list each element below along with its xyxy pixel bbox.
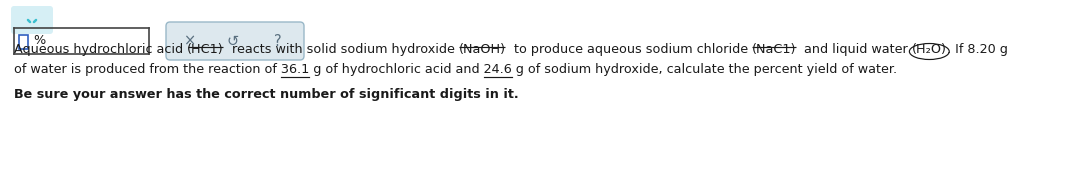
Text: ?: ? (274, 33, 281, 49)
Text: (HC1): (HC1) (187, 43, 223, 56)
Text: (NaOH): (NaOH) (459, 43, 506, 56)
Text: Aqueous hydrochloric acid: Aqueous hydrochloric acid (14, 43, 187, 56)
Text: to produce aqueous sodium chloride: to produce aqueous sodium chloride (506, 43, 752, 56)
Text: . If 8.20 g: . If 8.20 g (947, 43, 1007, 56)
Text: ×: × (184, 33, 197, 49)
Text: %: % (33, 35, 45, 47)
Text: (H₂O): (H₂O) (912, 43, 947, 56)
Text: and liquid water: and liquid water (796, 43, 912, 56)
Text: ↺: ↺ (227, 33, 240, 49)
Text: of water is produced from the reaction of 36.1 g of hydrochloric acid and 24.6 g: of water is produced from the reaction o… (14, 63, 897, 76)
FancyBboxPatch shape (11, 6, 53, 34)
FancyBboxPatch shape (166, 22, 304, 60)
Text: reacts with solid sodium hydroxide: reacts with solid sodium hydroxide (223, 43, 459, 56)
Text: Be sure your answer has the correct number of significant digits in it.: Be sure your answer has the correct numb… (14, 88, 519, 101)
FancyBboxPatch shape (19, 35, 28, 49)
Text: (NaC1): (NaC1) (752, 43, 796, 56)
